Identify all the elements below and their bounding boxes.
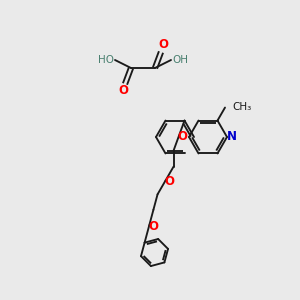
Text: OH: OH: [172, 55, 188, 65]
Text: CH₃: CH₃: [232, 102, 251, 112]
Text: O: O: [178, 130, 188, 143]
Text: O: O: [148, 220, 158, 233]
Text: O: O: [158, 38, 168, 52]
Text: N: N: [227, 130, 237, 143]
Text: HO: HO: [98, 55, 114, 65]
Text: O: O: [164, 175, 174, 188]
Text: O: O: [118, 85, 128, 98]
